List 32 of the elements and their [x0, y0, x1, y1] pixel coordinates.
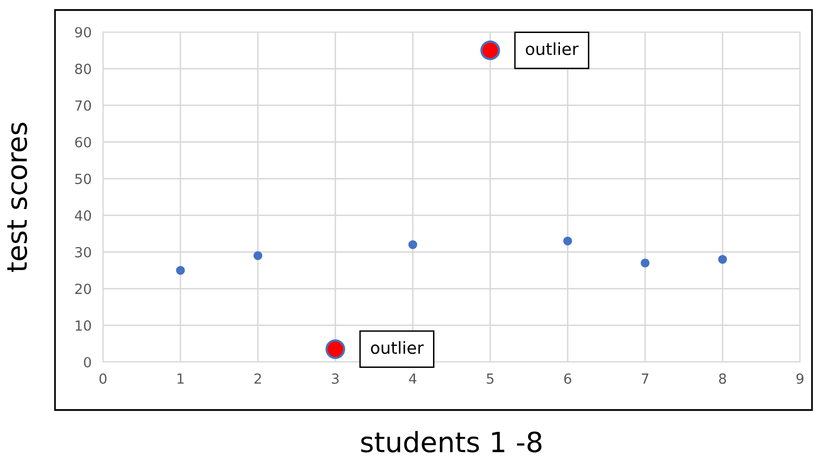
x-tick-label: 0 — [99, 373, 106, 384]
y-tick-label: 70 — [75, 100, 91, 111]
annotation: outlier — [526, 42, 579, 56]
y-tick-label: 40 — [74, 210, 91, 221]
y-tick-label: 90 — [75, 26, 91, 38]
point — [326, 339, 346, 359]
point — [480, 40, 500, 60]
point — [718, 254, 727, 264]
y-tick-label: 50 — [75, 174, 91, 184]
y-tick-label: 0 — [84, 356, 91, 368]
y-tick-label: 80 — [75, 64, 91, 74]
annotation: outlier — [370, 341, 424, 354]
y-tick-label: 20 — [75, 284, 91, 294]
y-axis-title: test scores — [7, 122, 28, 272]
x-tick-label: 8 — [719, 373, 726, 384]
point — [563, 236, 572, 246]
y-tick-label: 60 — [75, 136, 91, 148]
x-tick-label: 1 — [178, 374, 184, 384]
point — [176, 266, 185, 275]
x-tick-label: 9 — [796, 373, 804, 384]
x-tick-label: 2 — [254, 373, 261, 384]
x-tick-label: 5 — [486, 374, 494, 384]
point — [253, 251, 262, 260]
x-tick-label: 3 — [332, 373, 339, 384]
y-tick-label: 30 — [75, 246, 91, 258]
x-tick-label: 4 — [409, 374, 416, 384]
x-tick-label: 6 — [564, 373, 572, 384]
x-tick-label: 7 — [642, 374, 648, 384]
x-axis-title: students 1 -8 — [361, 430, 542, 452]
y-tick-label: 10 — [76, 320, 91, 331]
point — [640, 258, 650, 268]
point — [408, 240, 418, 250]
